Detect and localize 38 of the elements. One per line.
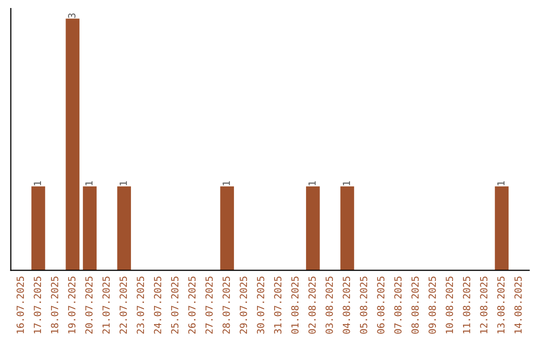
- data-label: 1: [85, 181, 92, 186]
- x-tick-label: 31.07.2025: [274, 276, 282, 334]
- x-tick-label: 27.07.2025: [205, 276, 213, 334]
- x-tick-label: 10.08.2025: [446, 276, 454, 334]
- x-tick-label: 23.07.2025: [136, 276, 144, 334]
- x-tick-label: 29.07.2025: [240, 276, 248, 334]
- x-tick-label: 12.08.2025: [480, 276, 488, 334]
- x-tick-label: 04.08.2025: [342, 276, 350, 334]
- x-tick-label: 11.08.2025: [462, 276, 470, 334]
- x-tick-label: 16.07.2025: [16, 276, 24, 334]
- x-tick-label: 08.08.2025: [411, 276, 419, 334]
- x-tick-label: 06.08.2025: [377, 276, 384, 334]
- data-label: 1: [34, 181, 41, 186]
- x-tick-label: 30.07.2025: [256, 276, 264, 334]
- x-tick-label: 18.07.2025: [50, 276, 58, 334]
- x-tick-label: 28.07.2025: [222, 276, 230, 334]
- data-label: 1: [342, 181, 350, 186]
- x-tick-label: 21.07.2025: [102, 276, 110, 334]
- x-tick-label: 03.08.2025: [326, 276, 333, 334]
- x-tick-label: 24.07.2025: [154, 276, 162, 334]
- x-tick-label: 25.07.2025: [171, 276, 178, 334]
- x-tick-label: 01.08.2025: [291, 276, 299, 334]
- x-tick-label: 17.07.2025: [34, 276, 42, 334]
- x-tick-label: 26.07.2025: [188, 276, 196, 334]
- x-tick-label: 22.07.2025: [120, 276, 127, 334]
- x-tick-label: 05.08.2025: [360, 276, 368, 334]
- data-label: 1: [497, 181, 504, 186]
- data-label: 3: [68, 13, 76, 18]
- data-label: 1: [222, 181, 230, 186]
- x-tick-label: 20.07.2025: [85, 276, 93, 334]
- x-tick-label: 14.08.2025: [514, 276, 522, 334]
- x-tick-label: 13.08.2025: [497, 276, 505, 334]
- x-tick-label: 19.07.2025: [68, 276, 76, 334]
- x-tick-label: 07.08.2025: [394, 276, 402, 334]
- x-tick-label: 09.08.2025: [428, 276, 436, 334]
- data-label: 1: [120, 181, 127, 186]
- x-tick-label: 02.08.2025: [308, 276, 316, 334]
- data-label: 1: [308, 181, 316, 186]
